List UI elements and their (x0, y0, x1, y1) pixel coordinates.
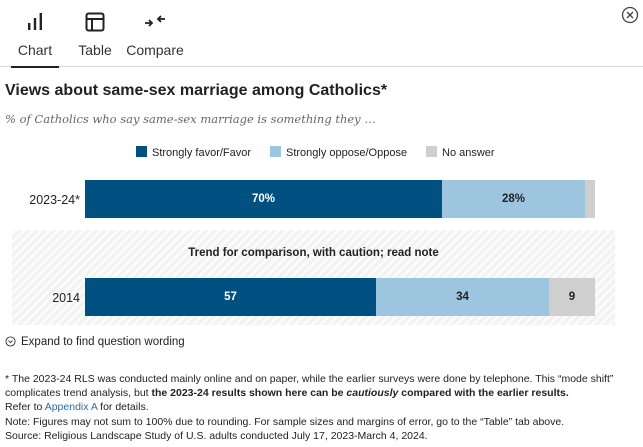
legend-item-oppose: Strongly oppose/Oppose (270, 146, 407, 159)
category-label-2014: 2014 (52, 291, 80, 305)
data-label-2014-oppose: 34 (456, 291, 469, 303)
bar-segment-2014-no-answer: 9 (549, 278, 595, 316)
refer-note: Refer to Appendix A for details. (5, 400, 640, 414)
legend-item-no-answer: No answer (426, 146, 495, 159)
tab-table-label: Table (78, 42, 112, 58)
legend-swatch-oppose (270, 146, 281, 157)
refer-text-end: for details. (97, 401, 149, 414)
tab-chart-label: Chart (17, 42, 53, 58)
tab-compare-label: Compare (126, 42, 184, 58)
legend-swatch-favor (136, 146, 147, 157)
tab-table[interactable]: Table (73, 6, 117, 66)
chart-title: Views about same-sex marriage among Cath… (5, 82, 388, 99)
chart-subtitle: % of Catholics who say same-sex marriage… (5, 112, 376, 126)
tab-compare[interactable]: Compare (124, 6, 186, 66)
legend-item-favor: Strongly favor/Favor (136, 146, 251, 159)
rounding-note: Note: Figures may not sum to 100% due to… (5, 415, 565, 428)
appendix-a-link[interactable]: Appendix A (44, 401, 98, 414)
data-label-2014-no-answer: 9 (568, 291, 576, 303)
mode-shift-emphasis: cautiously (346, 387, 399, 400)
data-label-2023-24-favor: 70% (251, 193, 276, 205)
view-tabs: Chart Table Compare (0, 0, 643, 68)
expand-label: Expand to find question wording (21, 336, 185, 348)
mode-shift-bold-end: compared with the earlier results. (398, 387, 569, 400)
bar-2014: 57 34 9 (85, 278, 595, 316)
bar-segment-2023-24-oppose: 28% (442, 180, 585, 218)
tab-chart[interactable]: Chart (11, 6, 59, 68)
expand-question-wording[interactable]: Expand to find question wording (5, 336, 185, 348)
refer-text: Refer to (5, 401, 45, 414)
close-icon[interactable] (620, 5, 640, 25)
bar-segment-2023-24-favor: 70% (85, 180, 442, 218)
data-label-2014-favor: 57 (224, 291, 237, 303)
mode-shift-bold-text: the 2023-24 results shown here can be (151, 387, 347, 400)
compare-arrows-icon (145, 15, 165, 27)
legend-label-no-answer: No answer (442, 147, 495, 159)
footnotes: * The 2023-24 RLS was conducted mainly o… (5, 372, 640, 443)
bar-segment-2023-24-no-answer (585, 180, 595, 218)
bar-segment-2014-oppose: 34 (376, 278, 549, 316)
mode-shift-text: * The 2023-24 RLS was conducted mainly o… (5, 373, 614, 400)
mode-shift-note: * The 2023-24 RLS was conducted mainly o… (5, 372, 640, 400)
legend-label-favor: Strongly favor/Favor (152, 147, 252, 159)
data-label-2023-24-oppose: 28% (501, 193, 526, 205)
table-icon (85, 12, 105, 32)
bar-chart-icon (28, 13, 42, 30)
bar-segment-2014-favor: 57 (85, 278, 376, 316)
caution-label: Trend for comparison, with caution; read… (188, 247, 439, 259)
category-label-2023-24: 2023-24* (29, 193, 80, 207)
legend-label-oppose: Strongly oppose/Oppose (286, 147, 408, 159)
legend-swatch-no-answer (426, 146, 437, 157)
chevron-down-circle-icon (5, 336, 16, 347)
source-note: Source: Religious Landscape Study of U.S… (5, 429, 428, 442)
bar-2023-24: 70% 28% (85, 180, 595, 218)
